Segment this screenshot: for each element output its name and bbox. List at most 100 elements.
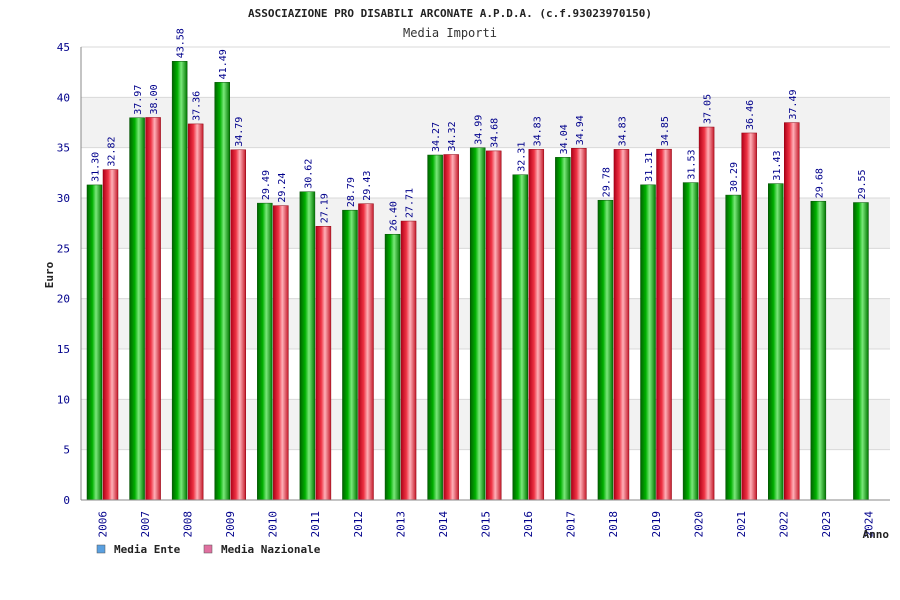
data-label: 34.94 <box>575 115 586 145</box>
x-tick-label: 2021 <box>735 511 748 538</box>
bar-media-nazionale <box>230 149 246 501</box>
x-tick-label: 2023 <box>820 511 833 538</box>
data-labels: 31.30 32.82 37.97 38.00 43.58 37.36 41.49 34.79… <box>91 28 868 231</box>
data-label: 34.32 <box>447 121 458 151</box>
data-label: 27.19 <box>319 193 330 223</box>
data-label: 37.05 <box>703 94 714 124</box>
data-label: 36.46 <box>745 100 756 130</box>
data-label: 34.99 <box>474 115 485 145</box>
data-label: 34.83 <box>532 116 543 146</box>
bar-media-nazionale <box>784 122 800 501</box>
legend-label-media-nazionale: Media Nazionale <box>221 543 321 556</box>
x-tick-label: 2022 <box>778 511 791 538</box>
bar-media-ente <box>555 157 571 501</box>
y-tick-label: 45 <box>57 41 70 54</box>
data-label: 29.55 <box>857 169 868 199</box>
data-label: 37.97 <box>133 85 144 115</box>
data-label: 34.68 <box>490 118 501 148</box>
x-tick-label: 2016 <box>522 511 535 538</box>
bar-media-ente <box>86 184 103 501</box>
data-label: 29.24 <box>277 173 288 203</box>
bar-media-nazionale <box>741 132 757 501</box>
bar-media-ente <box>469 147 486 501</box>
bar-media-ente <box>171 61 188 501</box>
y-tick-labels: 0 5 10 15 20 25 30 35 40 45 <box>57 41 70 507</box>
data-label: 38.00 <box>149 84 160 114</box>
bar-media-ente <box>129 117 145 501</box>
data-label: 32.82 <box>107 137 118 167</box>
bar-media-nazionale <box>571 148 587 501</box>
legend-swatch-media-ente <box>96 544 106 554</box>
y-axis-title: Euro <box>43 261 56 288</box>
axes <box>80 47 890 501</box>
data-label: 32.31 <box>516 142 527 172</box>
x-tick-label: 2008 <box>181 511 194 538</box>
data-label: 29.49 <box>261 170 272 200</box>
data-label: 34.04 <box>559 124 570 154</box>
bar-media-nazionale <box>528 149 545 501</box>
chart-title: ASSOCIAZIONE PRO DISABILI ARCONATE A.P.D… <box>248 7 652 20</box>
data-label: 31.53 <box>687 149 698 179</box>
x-axis-title: Anno <box>863 528 890 541</box>
x-tick-label: 2019 <box>650 511 663 538</box>
bar-media-ente <box>810 200 827 501</box>
x-tick-label: 2009 <box>224 511 237 538</box>
bar-media-ente <box>725 194 741 501</box>
data-label: 29.43 <box>362 171 373 201</box>
y-tick-label: 40 <box>57 91 70 104</box>
y-tick-label: 5 <box>63 444 70 457</box>
x-tick-label: 2014 <box>437 511 450 538</box>
data-label: 26.40 <box>389 201 400 231</box>
data-label: 37.49 <box>788 89 799 119</box>
bars-layer <box>86 61 869 501</box>
y-tick-label: 35 <box>57 142 70 155</box>
bar-media-ente <box>257 202 273 501</box>
data-label: 29.68 <box>814 168 825 198</box>
bar-media-nazionale <box>698 126 715 501</box>
bar-media-nazionale <box>187 123 204 501</box>
bar-media-ente <box>427 154 443 501</box>
y-tick-label: 30 <box>57 192 70 205</box>
data-label: 31.30 <box>91 152 102 182</box>
x-tick-label: 2006 <box>96 511 109 538</box>
data-label: 34.83 <box>617 116 628 146</box>
y-tick-label: 10 <box>57 393 70 406</box>
x-tick-label: 2013 <box>394 511 407 538</box>
bar-media-nazionale <box>273 205 289 501</box>
data-label: 34.85 <box>660 116 671 146</box>
x-tick-label: 2017 <box>565 511 578 538</box>
bar-media-nazionale <box>485 150 502 501</box>
bar-media-nazionale <box>656 148 672 501</box>
x-tick-labels: 2006 2007 2008 2009 2010 2011 2012 2013 2014 2015… <box>96 511 875 538</box>
x-tick-label: 2018 <box>607 511 620 538</box>
data-label: 31.43 <box>772 150 783 180</box>
y-tick-label: 20 <box>57 293 70 306</box>
x-tick-label: 2024 <box>863 511 876 538</box>
bar-media-nazionale <box>613 149 630 501</box>
data-label: 29.78 <box>601 167 612 197</box>
data-label: 31.31 <box>644 152 655 182</box>
legend: Media Ente Media Nazionale <box>96 543 321 556</box>
x-tick-label: 2015 <box>480 511 493 538</box>
bar-media-ente <box>768 183 784 501</box>
data-label: 34.27 <box>431 122 442 152</box>
legend-label-media-ente: Media Ente <box>114 543 181 556</box>
data-label: 43.58 <box>176 28 187 58</box>
data-label: 30.62 <box>303 159 314 189</box>
bar-media-nazionale <box>102 169 119 501</box>
x-tick-label: 2011 <box>309 511 322 538</box>
bar-media-ente <box>597 199 614 501</box>
y-tick-label: 0 <box>63 494 70 507</box>
chart-subtitle: Media Importi <box>403 26 497 40</box>
bar-media-ente <box>342 209 358 501</box>
y-tick-label: 15 <box>57 343 70 356</box>
bar-media-ente <box>384 233 401 501</box>
bar-media-nazionale <box>315 226 332 501</box>
x-tick-label: 2020 <box>692 511 705 538</box>
bar-media-ente <box>682 182 699 501</box>
bar-media-ente <box>640 184 656 501</box>
data-label: 34.79 <box>234 117 245 147</box>
data-label: 27.71 <box>405 188 416 218</box>
